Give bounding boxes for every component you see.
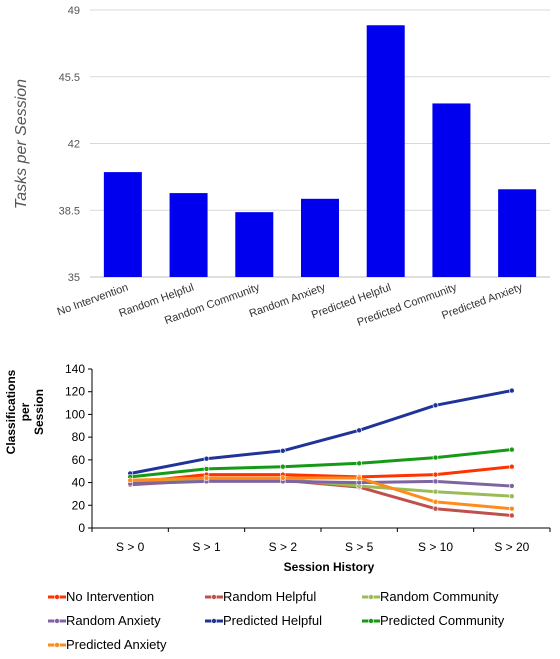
bar-chart-bar [103, 172, 142, 277]
line-chart-point [509, 446, 515, 453]
bar-chart-y-tick-label: 38.5 [59, 205, 80, 217]
bar-chart-bar [235, 212, 274, 277]
line-chart-y-axis-label-line-1: Classifications [4, 369, 18, 454]
line-chart-y-axis-label-line-2: per [18, 402, 32, 421]
line-chart-point [280, 475, 286, 481]
line-chart-y-tick-label: 120 [65, 385, 85, 399]
legend-label: Predicted Helpful [223, 613, 322, 628]
line-chart: Classifications per Session Session Hist… [4, 362, 551, 574]
legend-marker [54, 642, 60, 648]
bar-chart-bar [169, 193, 208, 277]
legend-label: Predicted Anxiety [66, 637, 167, 652]
line-chart-point [509, 512, 515, 519]
line-chart-y-axis-label: Classifications per Session [4, 369, 46, 454]
legend-marker [54, 618, 60, 624]
line-chart-x-axis-label: Session History [284, 560, 375, 574]
line-chart-y-axis-label-line-3: Session [32, 389, 46, 435]
bar-chart-bar [432, 103, 471, 277]
legend-marker [211, 618, 217, 624]
legend-label: No Intervention [66, 589, 154, 604]
line-chart-point [356, 475, 362, 481]
line-chart-series-line [128, 465, 514, 485]
line-chart-point [432, 471, 439, 478]
bar-chart-y-tick-label: 49 [68, 5, 80, 17]
bar-chart-y-axis-label: Tasks per Session [13, 79, 30, 209]
line-chart-point [509, 463, 515, 470]
bar-chart-y-tick-label: 42 [68, 139, 80, 151]
line-chart-y-tick-label: 0 [78, 521, 85, 535]
line-chart-series-line [128, 478, 514, 517]
line-chart-point [432, 499, 439, 505]
legend-marker [211, 594, 217, 600]
line-chart-x-tick-label: S > 5 [345, 540, 374, 554]
line-chart-point [509, 387, 515, 394]
line-chart-series-line [128, 389, 514, 475]
line-chart-x-tick-label: S > 0 [116, 540, 145, 554]
line-chart-point [432, 478, 439, 485]
legend-label: Predicted Community [380, 613, 505, 628]
legend-marker [54, 594, 60, 600]
line-chart-y-tick-label: 40 [72, 476, 86, 490]
line-chart-x-tick-label: S > 20 [494, 540, 529, 554]
bar-chart-bar [498, 189, 537, 277]
line-chart-series-line [128, 479, 514, 488]
line-chart-point [356, 460, 362, 467]
line-chart-point [203, 466, 210, 472]
line-chart-y-tick-label: 20 [72, 498, 86, 512]
line-chart-x-tick-label: S > 2 [269, 540, 298, 554]
line-chart-point [203, 475, 210, 481]
line-chart-x-tick-label: S > 10 [418, 540, 453, 554]
legend-marker [368, 618, 374, 624]
line-chart-point [356, 427, 362, 434]
line-chart-point [127, 477, 133, 484]
line-chart-series-line [128, 476, 514, 511]
line-chart-y-tick-label: 80 [72, 430, 86, 444]
line-chart-y-tick-label: 140 [65, 362, 85, 376]
legend-marker [368, 594, 374, 600]
bar-chart-bar [366, 25, 405, 278]
bar-chart-bar [301, 198, 339, 277]
legend-label: Random Helpful [223, 589, 316, 604]
legend-label: Random Community [380, 589, 499, 604]
line-chart-point [432, 402, 439, 409]
line-chart-point [280, 447, 286, 454]
bar-chart-y-tick-label: 35 [68, 272, 80, 284]
legend-label: Random Anxiety [66, 613, 161, 628]
line-chart-point [203, 455, 210, 462]
line-chart-point [432, 454, 439, 461]
line-chart-point [509, 483, 515, 489]
line-chart-point [280, 463, 286, 470]
bar-chart-y-tick-label: 45.5 [59, 72, 80, 84]
line-chart-point [432, 505, 439, 512]
line-chart-y-tick-label: 100 [65, 407, 85, 421]
line-chart-x-tick-label: S > 1 [192, 540, 221, 554]
line-chart-y-tick-label: 60 [72, 453, 86, 467]
line-chart-point [509, 505, 515, 512]
line-chart-series-line [128, 448, 514, 479]
legend: No Intervention Random Helpful Random Comm… [48, 589, 505, 652]
line-chart-point [509, 493, 515, 500]
line-chart-point [432, 488, 439, 495]
